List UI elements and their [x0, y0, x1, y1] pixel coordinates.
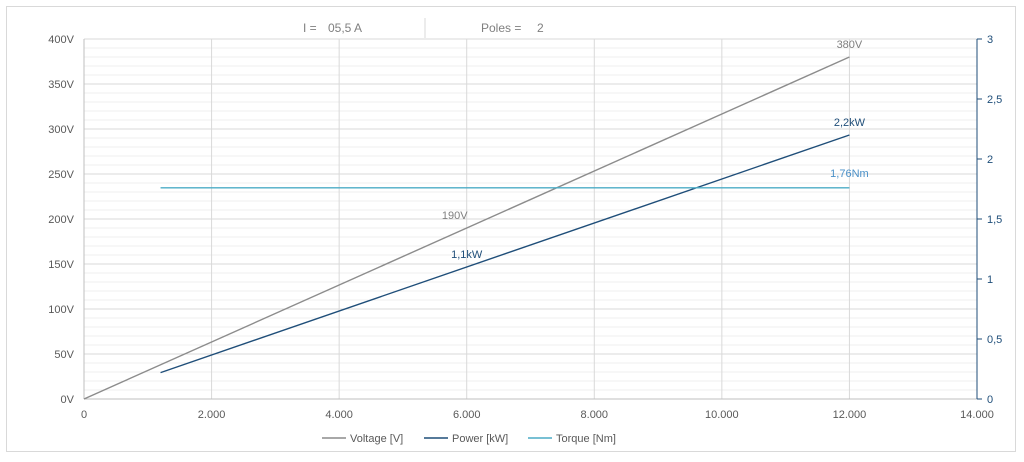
right-tick-label: 2,5 [987, 94, 1002, 106]
left-tick-label: 400V [48, 34, 74, 46]
right-tick-label: 1 [987, 274, 993, 286]
right-tick-label: 1,5 [987, 214, 1002, 226]
poles-value: 2 [537, 21, 544, 35]
grid [83, 38, 978, 400]
chart-header: I = 05,5 A Poles = 2 [303, 18, 544, 38]
legend-entry: Voltage [V] [350, 433, 403, 445]
left-tick-label: 150V [48, 259, 74, 271]
data-labels: 190V 380V 1,1kW 2,2kW 1,76Nm [442, 39, 869, 261]
x-tick-label: 6.000 [453, 409, 481, 421]
x-tick-label: 10.000 [705, 409, 739, 421]
x-tick-label: 4.000 [325, 409, 353, 421]
left-tick-label: 0V [61, 394, 75, 406]
current-value: 05,5 A [328, 21, 362, 35]
series-layer [83, 56, 850, 400]
current-label: I = [303, 21, 317, 35]
ticks: 0V 50V 100V 150V 200V 250V 300V 350V 400V 0 0,5 1 1,… [48, 34, 1002, 421]
x-tick-label: 0 [81, 409, 87, 421]
series-line-2 [160, 134, 850, 374]
data-label: 1,76Nm [830, 168, 869, 180]
x-tick-label: 8.000 [581, 409, 609, 421]
right-tick-label: 0 [987, 394, 993, 406]
left-tick-label: 50V [54, 349, 74, 361]
x-tick-label: 14.000 [960, 409, 994, 421]
series-line-1 [83, 56, 850, 400]
left-tick-label: 250V [48, 169, 74, 181]
left-tick-label: 300V [48, 124, 74, 136]
left-tick-label: 100V [48, 304, 74, 316]
left-tick-label: 350V [48, 79, 74, 91]
right-tick-label: 3 [987, 34, 993, 46]
poles-label: Poles = [481, 21, 521, 35]
right-tick-label: 2 [987, 154, 993, 166]
data-label: 2,2kW [834, 117, 866, 129]
x-tick-label: 2.000 [198, 409, 226, 421]
legend-entry: Power [kW] [452, 433, 508, 445]
right-tick-label: 0,5 [987, 334, 1002, 346]
legend-entry: Torque [Nm] [556, 433, 616, 445]
legend: Voltage [V] Power [kW] Torque [Nm] [322, 433, 616, 445]
x-tick-label: 12.000 [833, 409, 867, 421]
left-tick-label: 200V [48, 214, 74, 226]
chart-frame [6, 6, 1016, 452]
data-label: 1,1kW [451, 249, 483, 261]
data-label: 190V [442, 210, 468, 222]
data-label: 380V [837, 39, 863, 51]
